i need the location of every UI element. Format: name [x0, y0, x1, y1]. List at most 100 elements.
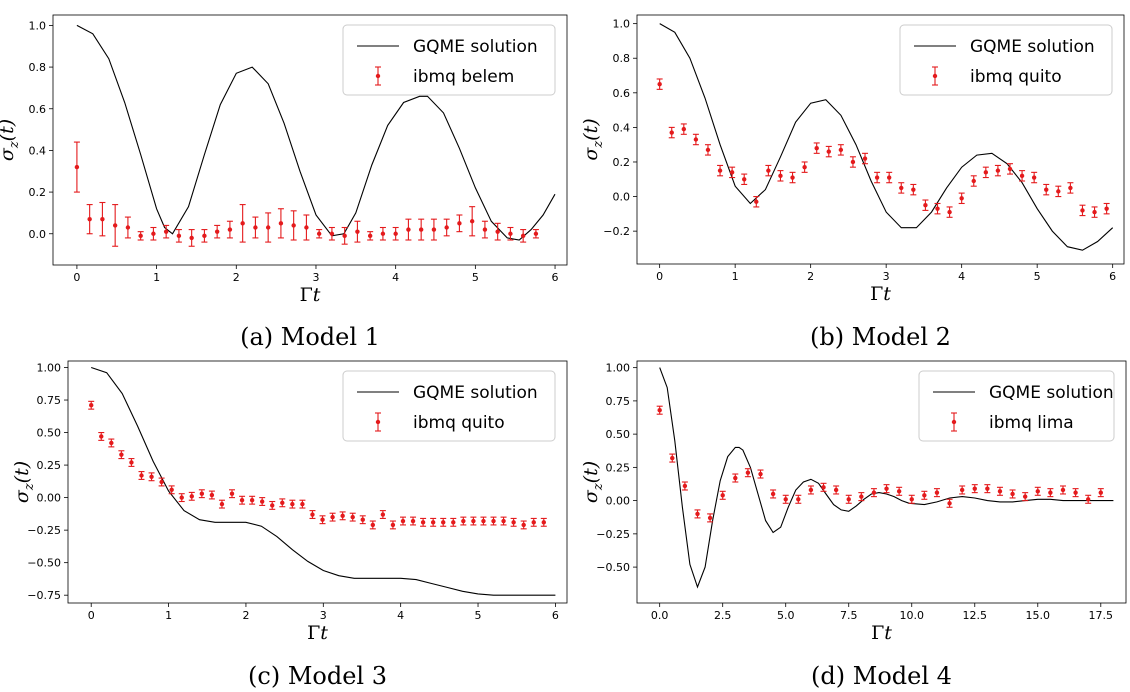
x-tick-label: 6 — [552, 609, 559, 622]
point-marker — [125, 225, 131, 230]
data-point — [883, 484, 890, 494]
y-tick-label: −0.50 — [596, 561, 630, 574]
point-marker — [491, 518, 496, 524]
point-marker — [1019, 173, 1025, 179]
point-marker — [681, 126, 687, 132]
data-point — [807, 485, 814, 495]
data-point — [450, 517, 457, 527]
data-point — [430, 517, 437, 527]
point-marker — [1073, 490, 1078, 495]
point-marker — [1007, 166, 1013, 172]
data-point — [1059, 485, 1066, 495]
point-marker — [1022, 494, 1028, 499]
data-point — [729, 166, 736, 179]
y-tick-label: −0.75 — [27, 589, 61, 602]
point-marker — [304, 225, 309, 230]
x-tick-label: 3 — [883, 270, 890, 283]
point-marker — [833, 487, 839, 493]
point-marker — [316, 231, 322, 236]
point-marker — [219, 501, 225, 507]
data-point — [500, 516, 507, 526]
point-marker — [300, 501, 305, 507]
data-point — [833, 485, 840, 495]
plot-frame — [52, 14, 568, 266]
y-tick-label: 0.25 — [606, 461, 631, 474]
point-marker — [971, 178, 976, 184]
data-point — [277, 208, 284, 239]
point-marker — [693, 137, 699, 142]
point-marker — [808, 487, 814, 493]
point-marker — [380, 231, 386, 236]
data-point — [470, 516, 477, 526]
point-marker — [717, 168, 723, 173]
data-point — [188, 491, 195, 501]
data-point — [1085, 494, 1092, 504]
data-point — [148, 472, 155, 482]
point-marker — [209, 492, 215, 498]
point-marker — [340, 513, 345, 519]
data-point — [349, 512, 356, 522]
point-marker — [129, 460, 134, 465]
data-point — [226, 220, 233, 239]
data-point — [820, 482, 827, 492]
point-marker — [995, 168, 1001, 173]
x-tick-label: 0 — [88, 609, 95, 622]
y-tick-label: 0.0 — [613, 191, 631, 204]
data-point — [530, 517, 537, 527]
point-marker — [1085, 497, 1091, 502]
point-marker — [112, 223, 118, 228]
data-point — [354, 220, 361, 243]
data-point — [971, 484, 978, 494]
point-marker — [253, 225, 258, 230]
data-point — [299, 499, 306, 509]
legend-label-line: GQME solution — [413, 383, 538, 403]
point-marker — [202, 233, 207, 239]
data-point — [239, 204, 246, 243]
point-marker — [176, 233, 182, 239]
y-tick-label: 0.75 — [37, 394, 62, 407]
data-point — [958, 192, 965, 205]
y-tick-label: −0.25 — [596, 528, 630, 541]
data-point — [520, 520, 527, 530]
point-marker — [826, 149, 831, 154]
data-point — [481, 220, 488, 239]
point-marker — [270, 503, 275, 508]
data-point — [970, 175, 977, 187]
x-tick-label: 6 — [552, 271, 559, 284]
data-point — [112, 204, 119, 247]
panel-caption: (b) Model 2 — [810, 323, 951, 351]
point-marker — [189, 235, 194, 241]
data-point — [789, 171, 796, 184]
data-point — [229, 489, 236, 499]
plot-area — [88, 366, 556, 596]
data-point — [719, 490, 726, 500]
point-marker — [482, 227, 488, 232]
x-tick-label: 7.5 — [840, 609, 858, 622]
data-point — [1072, 488, 1079, 498]
point-marker — [278, 221, 284, 226]
point-marker — [745, 470, 751, 475]
x-tick-label: 10.0 — [899, 609, 924, 622]
y-tick-label: 0.75 — [606, 395, 631, 408]
series-line-gqme-solution — [659, 367, 1114, 589]
point-marker — [461, 518, 466, 524]
data-point — [886, 171, 893, 184]
data-point — [379, 510, 386, 519]
point-marker — [393, 231, 398, 236]
data-point — [996, 486, 1003, 496]
point-marker — [418, 227, 424, 232]
data-point — [795, 494, 802, 504]
point-marker — [754, 199, 759, 204]
x-tick-label: 5 — [475, 609, 482, 622]
legend-label-points: ibmq quito — [413, 413, 505, 433]
point-marker — [444, 225, 449, 230]
data-point — [704, 144, 711, 156]
point-marker — [406, 227, 411, 232]
data-point — [269, 500, 276, 510]
plot-frame — [636, 360, 1127, 604]
data-point — [1009, 489, 1016, 499]
y-axis-label: σz(t) — [11, 461, 37, 503]
point-marker — [99, 434, 104, 439]
y-tick-label: 0.6 — [613, 87, 631, 100]
